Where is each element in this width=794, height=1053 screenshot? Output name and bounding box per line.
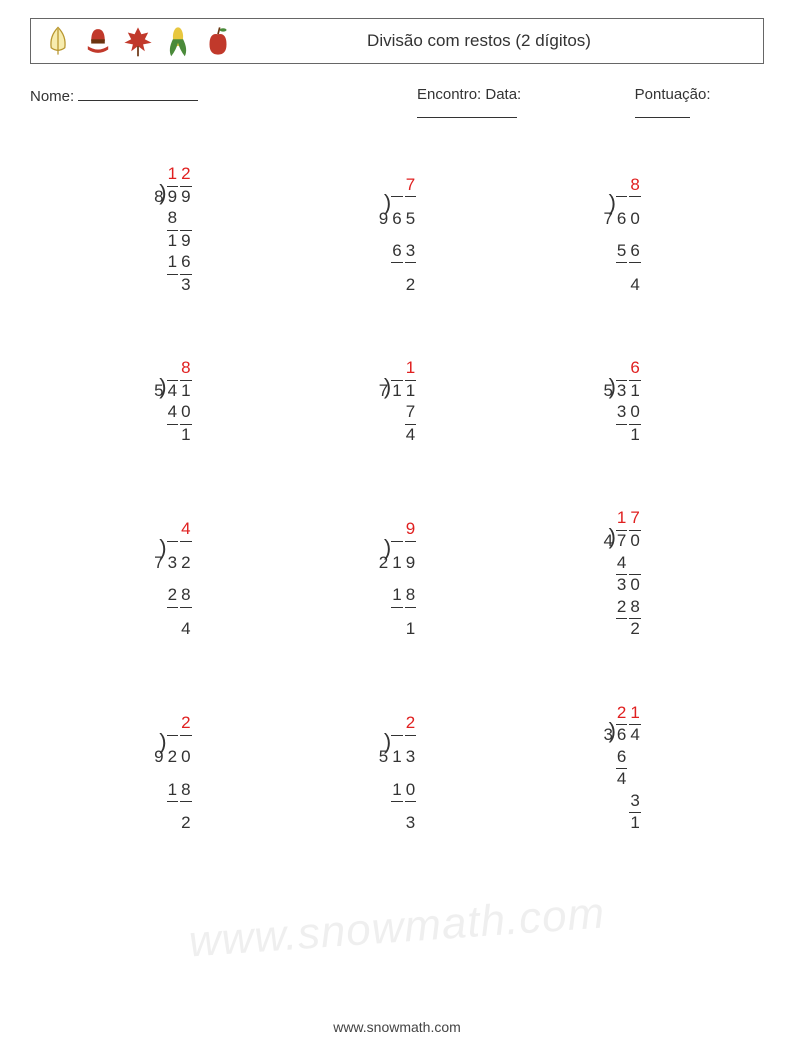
problem: 25)13103 xyxy=(295,701,500,835)
header-icons xyxy=(41,24,235,58)
problem: 213)646431 xyxy=(519,701,724,835)
problem: 65)31301 xyxy=(519,356,724,446)
long-division: 87)60564 xyxy=(600,162,642,296)
long-division: 29)20182 xyxy=(151,701,193,835)
date-blank[interactable] xyxy=(417,103,517,118)
corn-icon xyxy=(161,24,195,58)
problem: 128)99819163 xyxy=(70,162,275,296)
worksheet-title: Divisão com restos (2 dígitos) xyxy=(235,31,753,51)
long-division: 92)19181 xyxy=(376,506,418,640)
problem: 87)60564 xyxy=(519,162,724,296)
long-division: 17)1174 xyxy=(376,356,418,446)
apple-icon xyxy=(201,24,235,58)
long-division: 213)646431 xyxy=(600,701,642,835)
leaf-icon xyxy=(41,24,75,58)
long-division: 65)31301 xyxy=(600,356,642,446)
maple-icon xyxy=(121,24,155,58)
problem: 17)1174 xyxy=(295,356,500,446)
problem: 79)65632 xyxy=(295,162,500,296)
hat-icon xyxy=(81,24,115,58)
problems-grid: 128)99819163 79)65632 87)60564 85)41401 17)1… xyxy=(30,162,764,835)
score-blank[interactable] xyxy=(635,103,690,118)
date-label: Encontro: Data: xyxy=(417,86,521,103)
problem: 85)41401 xyxy=(70,356,275,446)
header-box: Divisão com restos (2 dígitos) xyxy=(30,18,764,64)
long-division: 47)32284 xyxy=(151,506,193,640)
long-division: 79)65632 xyxy=(376,162,418,296)
long-division: 128)99819163 xyxy=(151,162,193,296)
name-blank[interactable] xyxy=(78,86,198,101)
long-division: 25)13103 xyxy=(376,701,418,835)
problem: 47)32284 xyxy=(70,506,275,640)
long-division: 174)70430282 xyxy=(600,506,642,640)
long-division: 85)41401 xyxy=(151,356,193,446)
problem: 92)19181 xyxy=(295,506,500,640)
info-row: Nome: Encontro: Data: Pontuação: xyxy=(30,86,764,122)
name-label: Nome: xyxy=(30,88,74,105)
footer-url: www.snowmath.com xyxy=(0,1019,794,1035)
score-label: Pontuação: xyxy=(635,86,711,103)
watermark: www.snowmath.com xyxy=(0,875,794,980)
problem: 174)70430282 xyxy=(519,506,724,640)
problem: 29)20182 xyxy=(70,701,275,835)
